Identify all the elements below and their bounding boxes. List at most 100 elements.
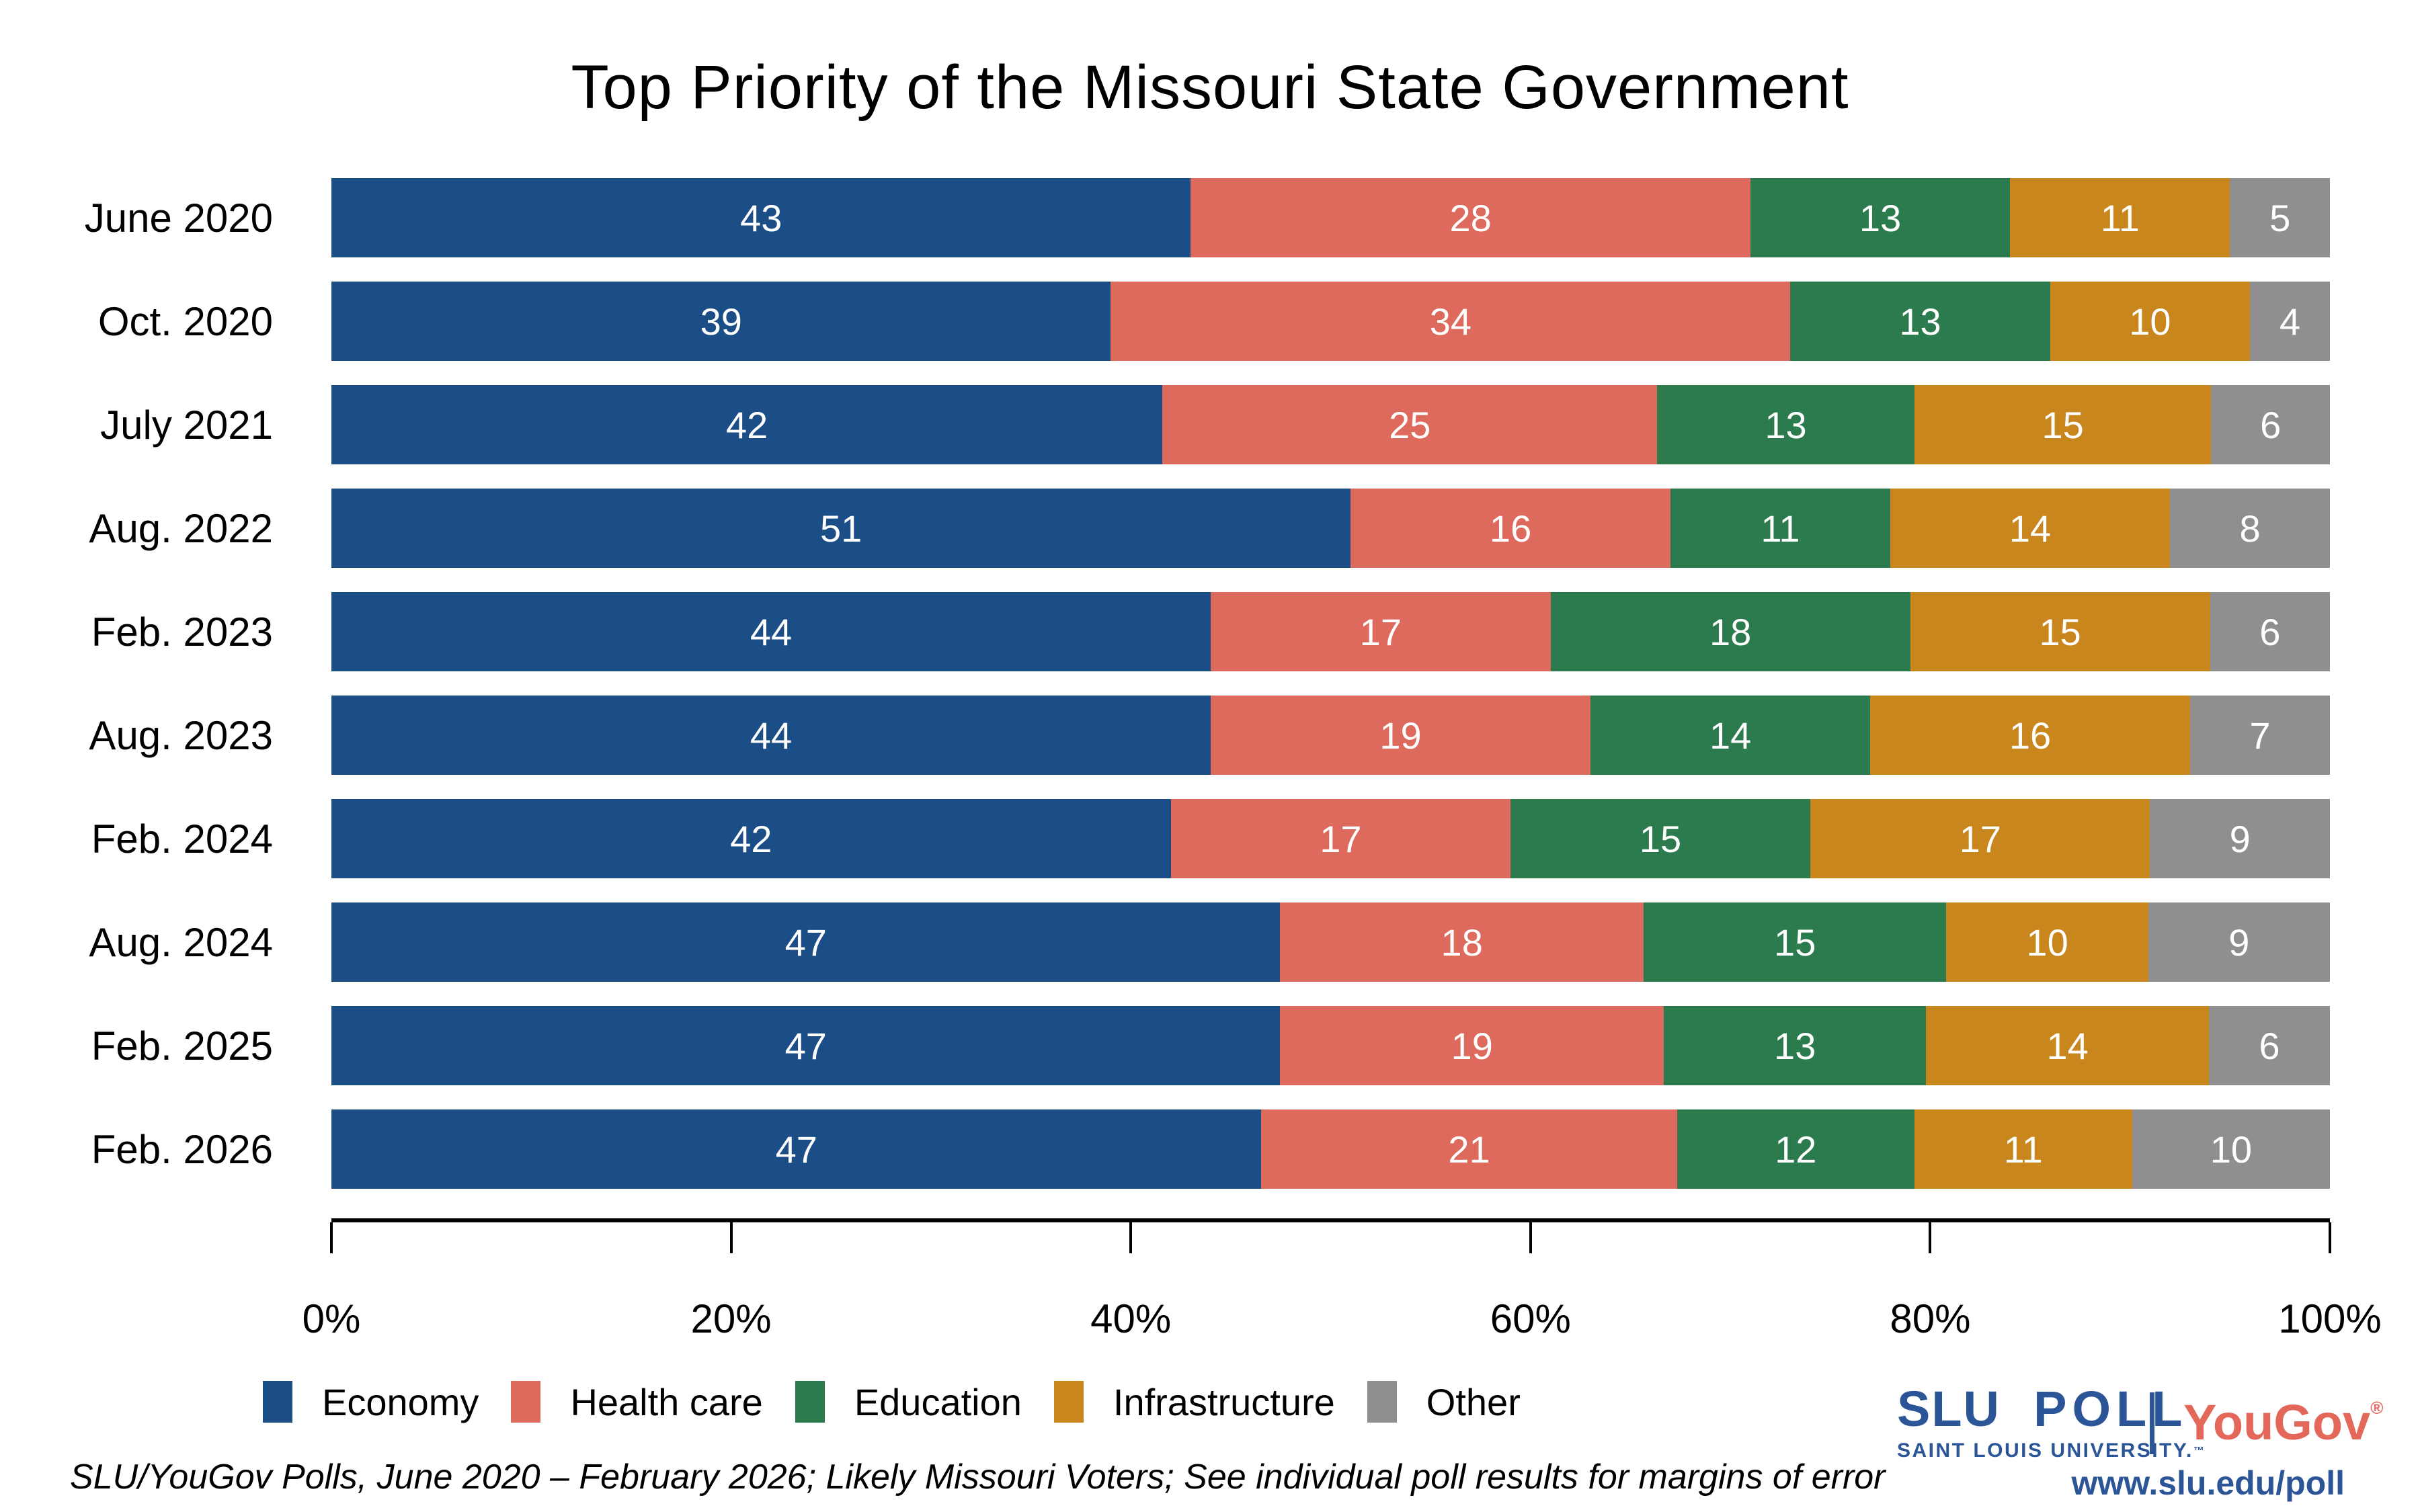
bar-value-label: 39 bbox=[700, 300, 742, 343]
x-axis-tick-label-80: 80% bbox=[1890, 1296, 1971, 1341]
x-axis-tick-label-100: 100% bbox=[2278, 1296, 2382, 1341]
bar-segment-other: 5 bbox=[2230, 178, 2330, 257]
bar-row-aug-2023: 44 19 14 16 7 bbox=[331, 696, 2331, 775]
bar-value-label: 9 bbox=[2229, 817, 2251, 860]
row-label-june-2020: June 2020 bbox=[84, 195, 273, 241]
bar-value-label: 17 bbox=[1359, 610, 1402, 653]
bar-segment-education: 18 bbox=[1550, 592, 1910, 671]
bar-segment-health-care: 25 bbox=[1162, 385, 1658, 464]
bar-segment-education: 15 bbox=[1643, 902, 1947, 982]
bar-segment-economy: 43 bbox=[331, 178, 1191, 257]
legend-swatch-health-care bbox=[511, 1381, 541, 1423]
bar-value-label: 14 bbox=[2009, 507, 2052, 550]
bar-segment-other: 6 bbox=[2211, 385, 2330, 464]
bar-segment-other: 4 bbox=[2250, 282, 2330, 361]
bar-value-label: 43 bbox=[740, 196, 782, 239]
bar-value-label: 18 bbox=[1709, 610, 1752, 653]
bar-segment-other: 6 bbox=[2208, 1006, 2330, 1085]
bar-row-june-2020: 43 28 13 11 5 bbox=[331, 178, 2330, 257]
bar-value-label: 42 bbox=[726, 403, 768, 446]
bar-segment-infrastructure: 15 bbox=[1914, 385, 2212, 464]
bar-segment-other: 10 bbox=[2132, 1109, 2331, 1189]
row-label-aug-2023: Aug. 2023 bbox=[89, 712, 273, 758]
bar-segment-other: 8 bbox=[2170, 489, 2331, 568]
bar-value-label: 14 bbox=[1709, 714, 1752, 757]
bar-segment-economy: 42 bbox=[331, 385, 1163, 464]
row-label-aug-2024: Aug. 2024 bbox=[89, 919, 273, 965]
bar-value-label: 19 bbox=[1451, 1024, 1493, 1067]
bar-segment-education: 11 bbox=[1670, 489, 1890, 568]
bar-segment-infrastructure: 14 bbox=[1890, 489, 2171, 568]
bar-value-label: 6 bbox=[2259, 610, 2281, 653]
bar-value-label: 10 bbox=[2026, 921, 2068, 964]
bar-segment-education: 13 bbox=[1750, 178, 2011, 257]
x-axis-tick-label-20: 20% bbox=[690, 1296, 772, 1341]
bar-value-label: 47 bbox=[784, 921, 827, 964]
bar-value-label: 14 bbox=[2046, 1024, 2089, 1067]
x-axis-tick-40 bbox=[1129, 1222, 1133, 1253]
bar-value-label: 13 bbox=[1765, 403, 1807, 446]
bar-segment-economy: 51 bbox=[331, 489, 1351, 568]
bar-value-label: 16 bbox=[1489, 507, 1532, 550]
bar-value-label: 17 bbox=[1320, 817, 1362, 860]
bar-value-label: 28 bbox=[1449, 196, 1492, 239]
x-axis-tick-80 bbox=[1929, 1222, 1932, 1253]
bar-value-label: 19 bbox=[1379, 714, 1422, 757]
bar-value-label: 21 bbox=[1448, 1128, 1490, 1171]
legend-item-education: Education bbox=[795, 1380, 1022, 1424]
bar-segment-education: 13 bbox=[1790, 282, 2050, 361]
bar-value-label: 47 bbox=[775, 1128, 817, 1171]
row-label-feb-2025: Feb. 2025 bbox=[91, 1023, 273, 1068]
bar-segment-other: 9 bbox=[2148, 902, 2330, 982]
legend-item-economy: Economy bbox=[263, 1380, 479, 1424]
row-label-aug-2022: Aug. 2022 bbox=[89, 505, 273, 551]
legend-label-other: Other bbox=[1426, 1380, 1521, 1423]
slu-wordmark-text: SLU bbox=[1897, 1381, 2001, 1437]
bar-value-label: 44 bbox=[750, 714, 793, 757]
bar-value-label: 25 bbox=[1389, 403, 1431, 446]
bar-row-aug-2022: 51 16 11 14 8 bbox=[331, 489, 2331, 568]
bar-value-label: 12 bbox=[1775, 1128, 1817, 1171]
x-axis-tick-100 bbox=[2329, 1222, 2331, 1253]
bar-segment-education: 13 bbox=[1664, 1006, 1927, 1085]
bar-value-label: 6 bbox=[2259, 1024, 2280, 1067]
bar-segment-economy: 47 bbox=[331, 1109, 1262, 1189]
legend-item-infrastructure: Infrastructure bbox=[1053, 1380, 1335, 1424]
slu-university-text: SAINT LOUIS UNIVERSITY. bbox=[1897, 1439, 2193, 1462]
bar-segment-other: 7 bbox=[2189, 696, 2331, 775]
bar-row-july-2021: 42 25 13 15 6 bbox=[331, 385, 2330, 464]
bar-value-label: 51 bbox=[819, 507, 862, 550]
bar-segment-education: 13 bbox=[1657, 385, 1914, 464]
legend-label-health-care: Health care bbox=[570, 1380, 763, 1423]
bar-value-label: 44 bbox=[750, 610, 793, 653]
bar-segment-health-care: 34 bbox=[1111, 282, 1791, 361]
bar-value-label: 11 bbox=[2003, 1128, 2043, 1171]
bar-value-label: 7 bbox=[2249, 714, 2271, 757]
legend: Economy Health care Education Infrastructur… bbox=[263, 1380, 1521, 1423]
x-axis-tick-label-60: 60% bbox=[1490, 1296, 1571, 1341]
legend-swatch-other bbox=[1367, 1381, 1397, 1423]
site-url: www.slu.edu/poll bbox=[2071, 1464, 2345, 1502]
bar-segment-economy: 47 bbox=[331, 902, 1281, 982]
chart-title: Top Priority of the Missouri State Gover… bbox=[571, 53, 1849, 122]
bar-segment-economy: 47 bbox=[331, 1006, 1281, 1085]
bar-value-label: 34 bbox=[1429, 300, 1472, 343]
bar-value-label: 8 bbox=[2239, 507, 2261, 550]
bar-value-label: 18 bbox=[1441, 921, 1483, 964]
bar-segment-economy: 42 bbox=[331, 799, 1171, 878]
bar-value-label: 4 bbox=[2279, 300, 2301, 343]
legend-swatch-infrastructure bbox=[1053, 1381, 1084, 1423]
bar-segment-economy: 44 bbox=[331, 592, 1211, 671]
x-axis-tick-0 bbox=[330, 1222, 333, 1253]
bar-segment-health-care: 18 bbox=[1280, 902, 1644, 982]
bar-segment-economy: 39 bbox=[331, 282, 1111, 361]
x-axis-tick-label-0: 0% bbox=[302, 1296, 361, 1341]
bar-value-label: 16 bbox=[2009, 714, 2052, 757]
bar-value-label: 11 bbox=[1761, 507, 1800, 550]
bar-value-label: 13 bbox=[1899, 300, 1941, 343]
bar-value-label: 10 bbox=[2129, 300, 2171, 343]
x-axis-tick-label-40: 40% bbox=[1090, 1296, 1172, 1341]
bar-segment-infrastructure: 10 bbox=[2050, 282, 2251, 361]
bar-row-oct-2020: 39 34 13 10 4 bbox=[331, 282, 2330, 361]
